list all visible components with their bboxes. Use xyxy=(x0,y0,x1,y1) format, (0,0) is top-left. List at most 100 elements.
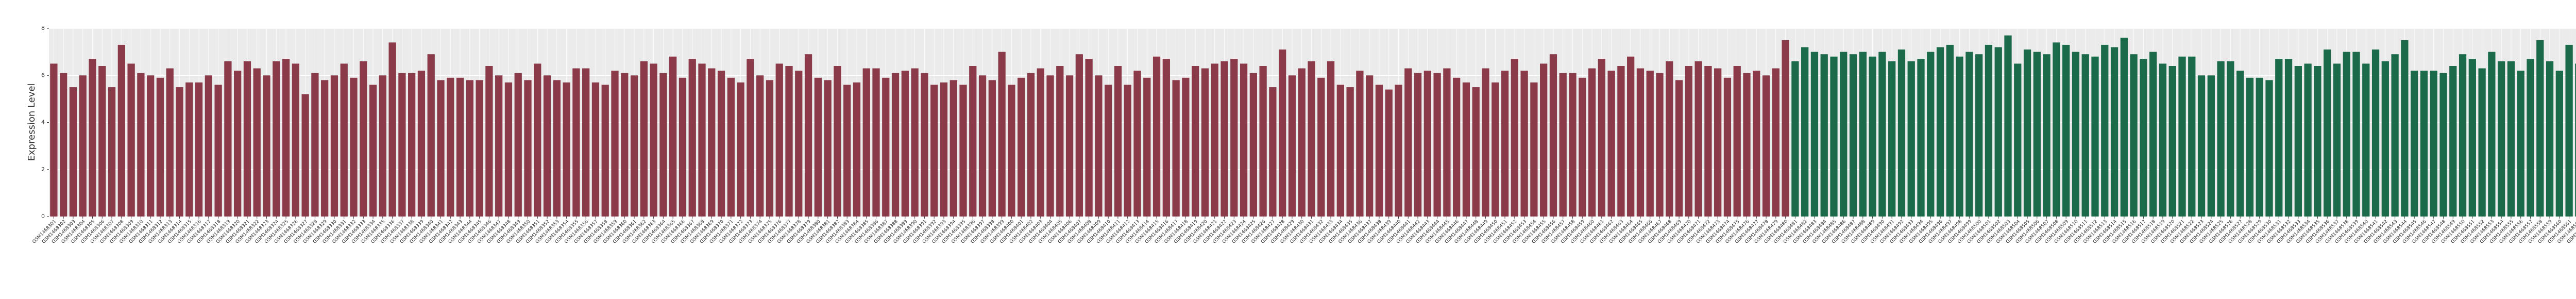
bar xyxy=(969,66,977,217)
bar xyxy=(1830,56,1838,217)
bar xyxy=(824,80,832,217)
bar xyxy=(2459,54,2467,217)
bar xyxy=(476,80,483,217)
bar xyxy=(785,66,793,217)
y-tick-label: 0 xyxy=(41,213,45,220)
bar xyxy=(282,59,290,217)
bar xyxy=(176,87,183,217)
bar xyxy=(524,80,532,217)
bar xyxy=(679,77,687,217)
bar xyxy=(708,68,716,217)
bar xyxy=(2498,61,2505,217)
bar xyxy=(127,63,135,217)
bar xyxy=(1462,82,1470,217)
bar xyxy=(2488,52,2496,217)
bar xyxy=(2546,61,2554,217)
bar xyxy=(1085,59,1093,217)
bar xyxy=(2101,44,2109,217)
bar xyxy=(60,73,67,217)
bar xyxy=(901,71,909,217)
bar xyxy=(1897,49,1906,217)
bar xyxy=(456,77,464,217)
bar xyxy=(89,59,96,217)
bar xyxy=(1511,59,1518,217)
bar xyxy=(2265,80,2273,217)
bar xyxy=(2227,61,2234,217)
bar xyxy=(1588,68,1596,217)
bar xyxy=(1443,68,1451,217)
bar xyxy=(1046,75,1054,217)
bar xyxy=(1598,59,1605,217)
bar xyxy=(621,73,629,217)
bar xyxy=(2081,54,2089,217)
bar xyxy=(2371,49,2380,217)
bar xyxy=(737,82,744,217)
bar xyxy=(1395,85,1402,217)
bar xyxy=(137,73,145,217)
bar xyxy=(1423,71,1431,217)
bar xyxy=(1704,66,1712,217)
bar xyxy=(2072,52,2080,217)
bar xyxy=(2381,61,2389,217)
bar xyxy=(69,87,77,217)
bar xyxy=(2014,63,2022,217)
bar xyxy=(1666,61,1673,217)
bar xyxy=(1414,73,1422,217)
bar xyxy=(117,44,125,217)
bar xyxy=(853,82,861,217)
bar xyxy=(2401,40,2409,217)
bar xyxy=(1685,66,1692,217)
bar xyxy=(79,75,87,217)
bar xyxy=(1743,73,1751,217)
bar xyxy=(1375,85,1383,217)
bar xyxy=(408,73,416,217)
bar xyxy=(1482,68,1489,217)
bar xyxy=(1869,56,1876,217)
bar xyxy=(514,73,522,217)
bar xyxy=(2062,44,2070,217)
bar xyxy=(1308,61,1315,217)
bar xyxy=(1878,52,1886,217)
bar xyxy=(1753,71,1760,217)
bar xyxy=(1530,82,1538,217)
bar xyxy=(1675,80,1683,217)
bar xyxy=(2256,77,2263,217)
bar xyxy=(1975,54,1983,217)
bar xyxy=(2236,71,2244,217)
bar xyxy=(1008,85,1015,217)
bar xyxy=(1037,68,1044,217)
bar xyxy=(998,52,1006,217)
bar xyxy=(1694,61,1702,217)
bar xyxy=(930,85,938,217)
bar xyxy=(2207,75,2215,217)
bar xyxy=(350,77,358,217)
bar xyxy=(466,80,473,217)
bar xyxy=(379,75,386,217)
bar xyxy=(1249,73,1257,217)
bar xyxy=(2149,52,2157,217)
bar xyxy=(1810,52,1819,217)
bar xyxy=(2004,35,2012,217)
bar xyxy=(321,80,329,217)
bar xyxy=(2284,59,2293,217)
bar xyxy=(1936,47,1944,217)
bar xyxy=(1820,54,1828,217)
bar xyxy=(1520,71,1528,217)
bar xyxy=(447,77,454,217)
bar xyxy=(185,82,193,217)
bar xyxy=(1723,77,1732,217)
bar xyxy=(1985,44,1993,217)
bar xyxy=(1105,85,1112,217)
bar xyxy=(688,59,696,217)
bar xyxy=(2304,63,2312,217)
bar xyxy=(2352,52,2360,217)
bar xyxy=(2197,75,2206,217)
bar xyxy=(1346,87,1354,217)
bar xyxy=(388,42,396,217)
bar xyxy=(1230,59,1238,217)
bar xyxy=(1075,54,1083,217)
bar xyxy=(2343,52,2350,217)
bar xyxy=(1153,56,1161,217)
bar xyxy=(1859,52,1867,217)
